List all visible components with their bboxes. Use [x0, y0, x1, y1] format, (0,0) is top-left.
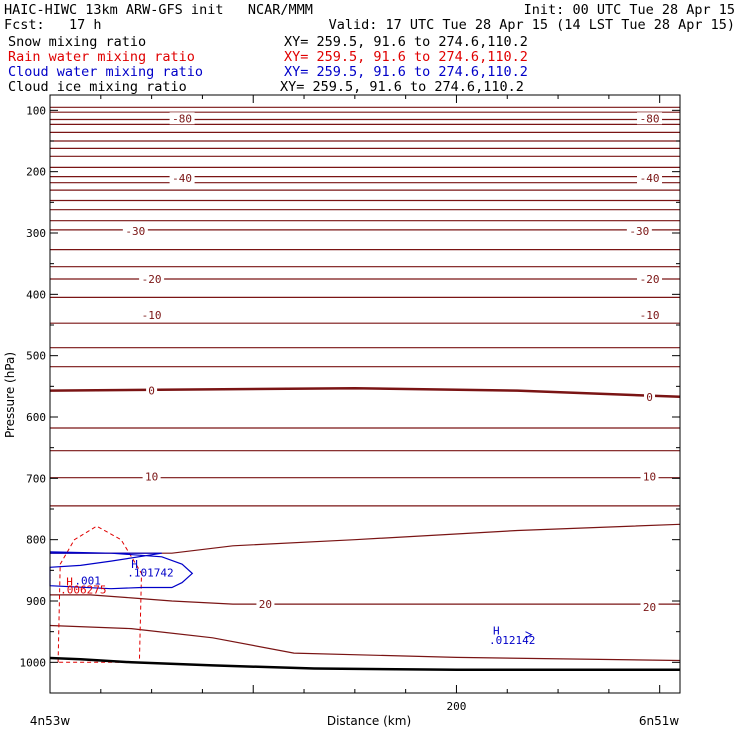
isotherm-label: 10	[643, 470, 656, 483]
field-rain-name: Rain water mixing ratio	[8, 49, 195, 65]
isotherm-label: -80	[640, 112, 660, 125]
isotherm-label: 20	[259, 598, 272, 611]
ground-line-layer	[49, 656, 680, 671]
isotherm-label-bg	[256, 598, 275, 611]
max-annotation: H	[66, 576, 73, 589]
field-snow-name: Snow mixing ratio	[8, 34, 147, 50]
cloud-contour-layer	[49, 551, 194, 590]
field-cloud-water-xy: XY= 259.5, 91.6 to 274.6,110.2	[284, 64, 528, 80]
isotherm-label: -80	[172, 112, 192, 125]
isotherm-label: -40	[172, 172, 192, 185]
isotherm-label: -10	[640, 309, 660, 322]
isotherm-label: -20	[640, 273, 660, 286]
isotherm-line	[50, 594, 680, 605]
isotherm-label-layer: -80 -80 -40 -40 -30 -30 -20 -20 -10 -10 0 0 10 10 20 20	[122, 112, 663, 614]
max-annotation: .006275	[60, 584, 106, 597]
y-tick-label: 1000	[20, 656, 47, 669]
y-tick-label: 500	[26, 350, 46, 363]
max-annotation: H	[493, 625, 500, 638]
isotherm-label-bg	[637, 112, 663, 125]
header-valid: Valid: 17 UTC Tue 28 Apr 15 (14 LST Tue …	[328, 17, 735, 33]
isotherm-label: -10	[142, 309, 162, 322]
field-cloud-ice-xy: XY= 259.5, 91.6 to 274.6,110.2	[280, 79, 524, 95]
x-left-label: 4n53w	[30, 714, 71, 728]
isotherm-label-bg	[169, 171, 195, 184]
isotherm-label-bg	[644, 390, 656, 403]
y-tick-label: 100	[26, 104, 46, 117]
ground-line	[49, 656, 680, 671]
x-axis-title: Distance (km)	[327, 714, 411, 728]
isotherm-label-bg	[139, 273, 165, 285]
field-rain-xy: XY= 259.5, 91.6 to 274.6,110.2	[284, 49, 528, 65]
isotherm-label: 20	[643, 601, 656, 614]
isotherm-label-bg	[637, 309, 663, 322]
max-annotation: H	[131, 558, 138, 571]
plot-frame	[49, 94, 681, 694]
y-axis-title: Pressure (hPa)	[3, 352, 17, 438]
y-tick-label: 600	[26, 411, 46, 424]
isotherm-label-bg	[139, 309, 165, 322]
isotherm-label-bg	[640, 601, 659, 614]
cloud-arrow	[525, 631, 533, 639]
lower-isotherm-layer	[49, 523, 681, 662]
isotherm-label: -20	[142, 273, 162, 286]
field-cloud-water-name: Cloud water mixing ratio	[8, 64, 204, 80]
isotherm-label: 0	[148, 385, 155, 398]
y-tick-label: 800	[26, 534, 46, 547]
x-right-label: 6n51w	[639, 714, 680, 728]
y-tick-label: 900	[26, 595, 46, 608]
isotherm-line	[49, 624, 681, 662]
isotherm-label-bg	[637, 171, 663, 184]
isotherm-label-bg	[146, 384, 158, 397]
isotherm-line	[49, 386, 681, 399]
isotherm-label-bg	[122, 225, 148, 238]
y-tick-label: 200	[26, 166, 46, 179]
isotherm-label: 10	[145, 470, 158, 483]
isotherm-label: -30	[629, 225, 649, 238]
isotherm-label-bg	[142, 470, 161, 483]
cloud-contour	[49, 551, 194, 590]
max-annotation: .012142	[489, 634, 535, 647]
isotherm-layer	[49, 106, 681, 507]
isotherm-label-bg	[640, 470, 659, 483]
header-init: Init: 00 UTC Tue 28 Apr 15	[523, 2, 735, 18]
isotherm-label-bg	[169, 112, 195, 125]
max-annotation: .101742	[127, 566, 173, 579]
isotherm-line	[50, 523, 681, 554]
isotherm-label: 0	[646, 391, 653, 404]
field-cloud-ice-name: Cloud ice mixing ratio	[8, 79, 187, 95]
max-annotation: .001	[74, 574, 101, 587]
header-forecast: Fcst: 17 h	[4, 17, 102, 33]
field-snow-xy: XY= 259.5, 91.6 to 274.6,110.2	[284, 34, 528, 50]
isotherm-label-bg	[637, 273, 663, 285]
y-tick-label: 300	[26, 227, 46, 240]
isotherm-label: -30	[125, 225, 145, 238]
x-tick-label: 200	[447, 700, 467, 713]
header-title: HAIC-HIWC 13km ARW-GFS init NCAR/MMM	[4, 2, 313, 18]
isotherm-label: -40	[640, 172, 660, 185]
y-tick-label: 700	[26, 472, 46, 485]
y-tick-label: 400	[26, 288, 46, 301]
isotherm-label-bg	[626, 225, 652, 238]
